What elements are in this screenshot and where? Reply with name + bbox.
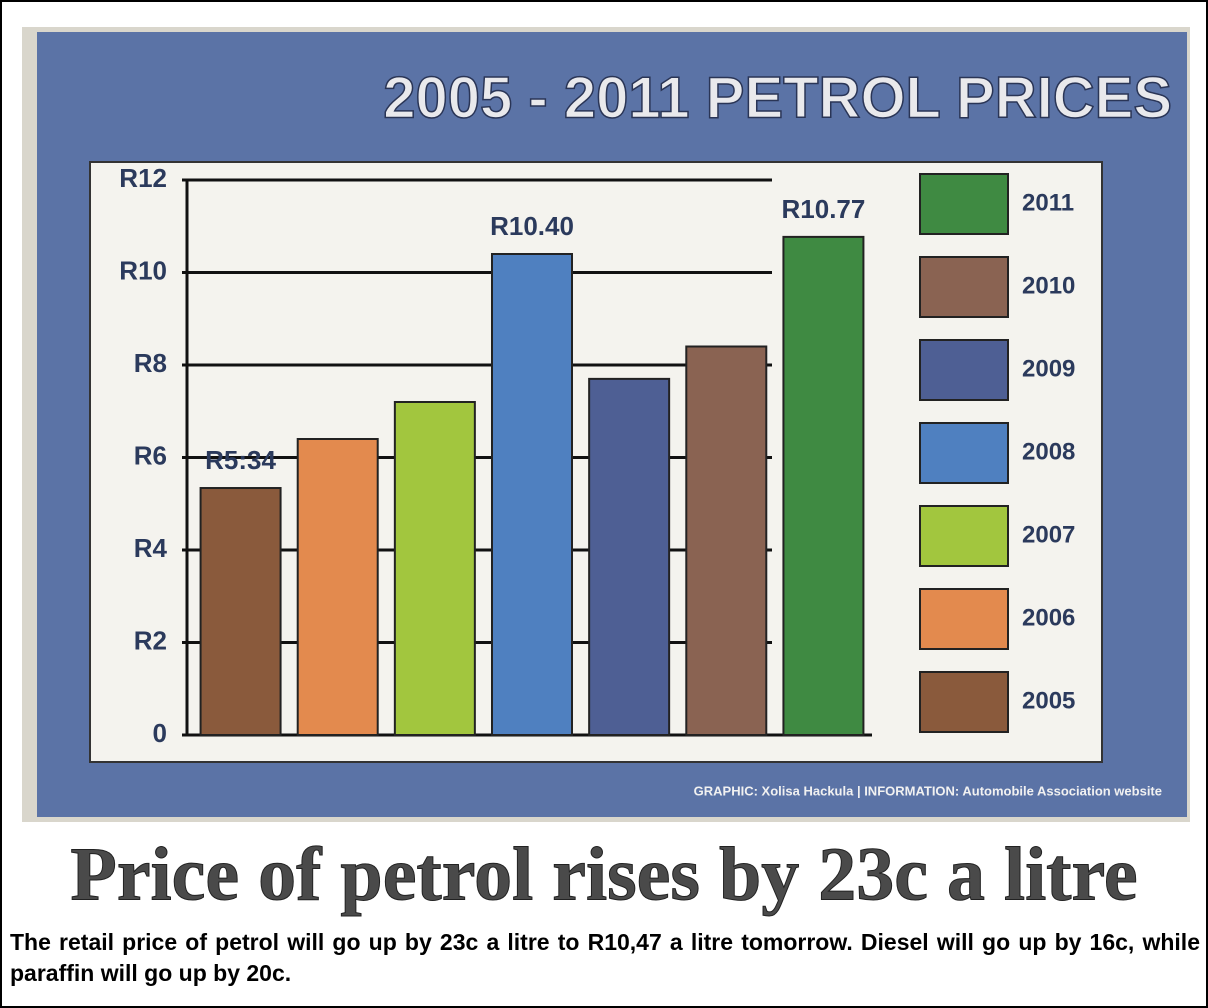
bar bbox=[298, 439, 378, 735]
headline: Price of petrol rises by 23c a litre bbox=[70, 832, 1137, 916]
legend-label: 2007 bbox=[1022, 521, 1075, 548]
credit: GRAPHIC: Xolisa Hackula | INFORMATION: A… bbox=[694, 783, 1162, 798]
chart: 2005 - 2011 PETROL PRICES GRAPHIC: Xolis… bbox=[2, 2, 1206, 922]
legend-swatch bbox=[920, 506, 1008, 566]
legend-label: 2005 bbox=[1022, 687, 1075, 714]
value-label: R10.77 bbox=[782, 194, 866, 224]
chart-title: 2005 - 2011 PETROL PRICES bbox=[383, 65, 1172, 130]
y-tick-label: R2 bbox=[134, 625, 167, 655]
value-label: R5:34 bbox=[205, 445, 276, 475]
legend-swatch bbox=[920, 423, 1008, 483]
legend-label: 2008 bbox=[1022, 438, 1075, 465]
bar bbox=[589, 379, 669, 735]
legend-label: 2006 bbox=[1022, 604, 1075, 631]
legend-swatch bbox=[920, 257, 1008, 317]
legend-swatch bbox=[920, 174, 1008, 234]
legend-swatch bbox=[920, 672, 1008, 732]
bar bbox=[783, 237, 863, 735]
bar bbox=[492, 254, 572, 735]
bar bbox=[201, 488, 281, 735]
y-tick-label: R4 bbox=[134, 533, 168, 563]
legend-swatch bbox=[920, 589, 1008, 649]
y-tick-label: R12 bbox=[119, 163, 167, 193]
y-tick-label: R10 bbox=[119, 255, 167, 285]
legend-label: 2011 bbox=[1022, 189, 1074, 216]
value-label: R10.40 bbox=[490, 211, 574, 241]
legend-swatch bbox=[920, 340, 1008, 400]
y-tick-label: R8 bbox=[134, 348, 167, 378]
bar bbox=[395, 402, 475, 735]
page: 2005 - 2011 PETROL PRICES GRAPHIC: Xolis… bbox=[0, 0, 1208, 1008]
legend-label: 2009 bbox=[1022, 355, 1075, 382]
y-tick-label: R6 bbox=[134, 440, 167, 470]
body-text: The retail price of petrol will go up by… bbox=[10, 927, 1200, 989]
y-tick-label: 0 bbox=[153, 718, 167, 748]
bar bbox=[686, 347, 766, 736]
legend-label: 2010 bbox=[1022, 272, 1075, 299]
